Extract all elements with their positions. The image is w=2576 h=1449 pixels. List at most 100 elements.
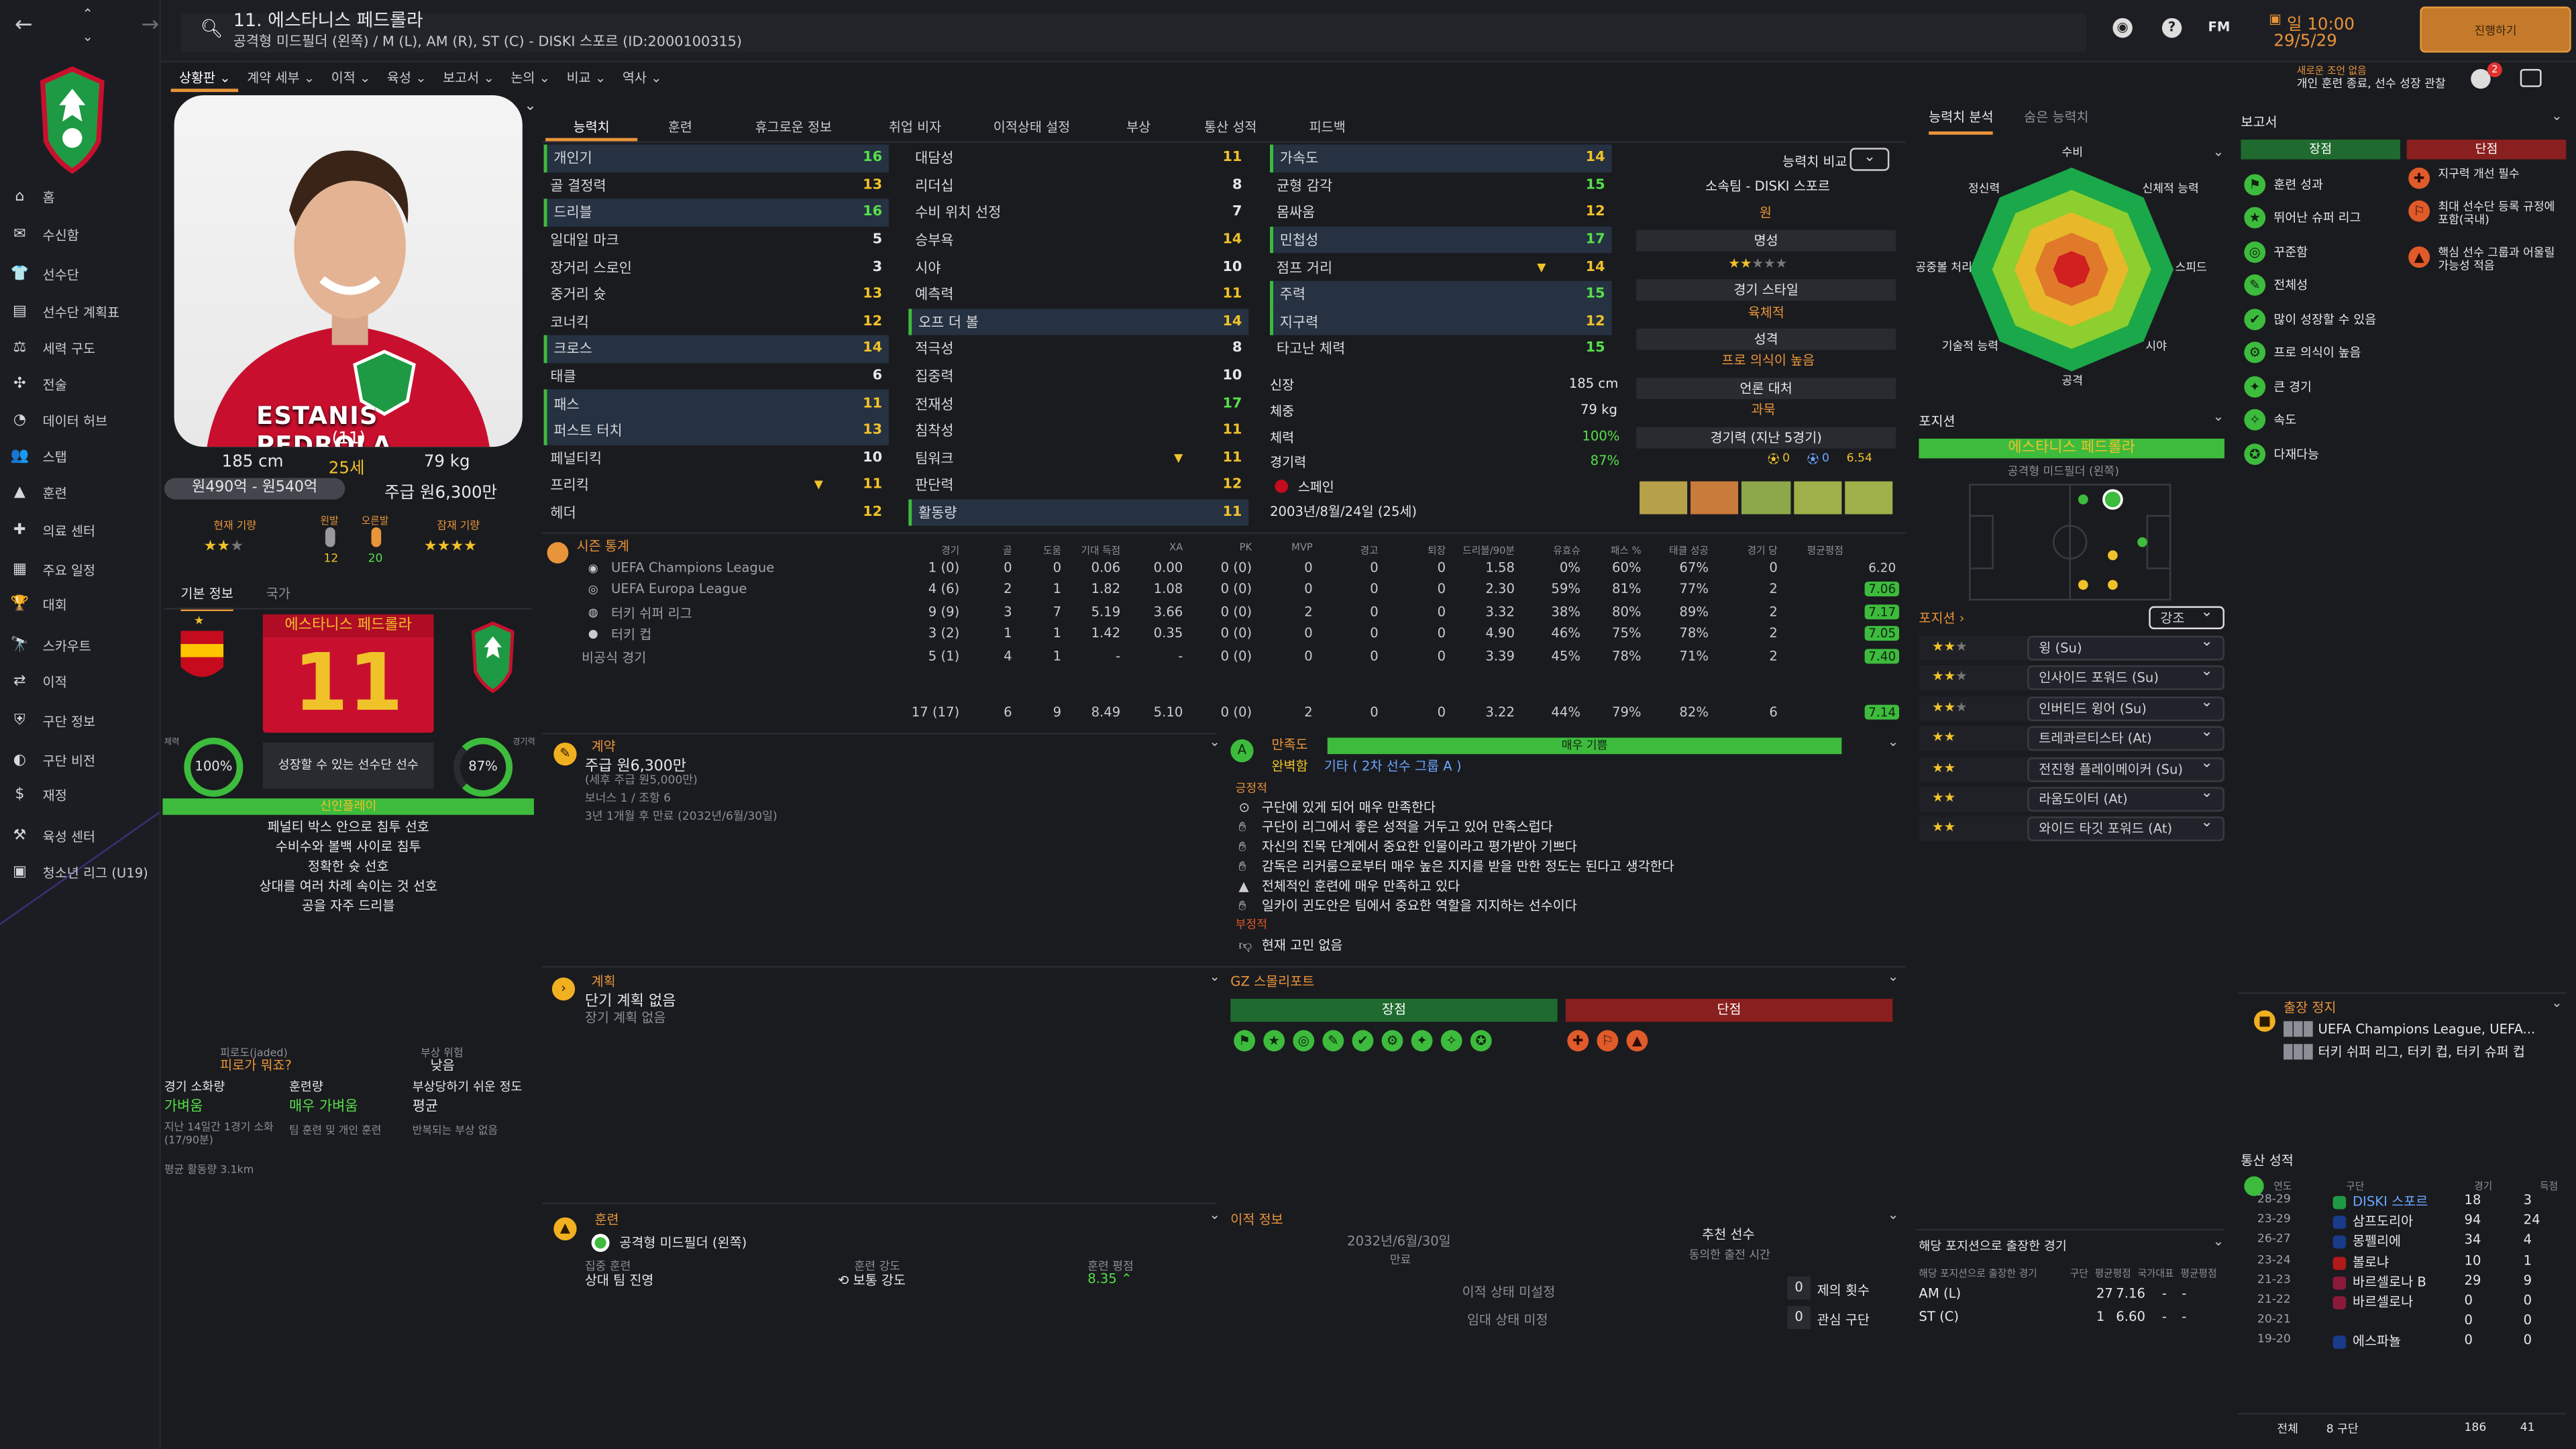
report-chevron-icon[interactable]: ⌄ bbox=[2551, 108, 2563, 123]
contract-title[interactable]: 계약 bbox=[591, 739, 616, 755]
photo-menu-chevron-icon[interactable]: ⌄ bbox=[524, 98, 537, 115]
sidebar-item-6[interactable]: ◔ 데이터 허브 bbox=[0, 404, 160, 437]
table-row[interactable]: 20-21 0 0 bbox=[2244, 1313, 2566, 1332]
scout-pro-icon-3[interactable]: ✎ bbox=[1322, 1030, 1344, 1052]
sidebar-item-11[interactable]: 🏆 대회 bbox=[0, 588, 160, 621]
role-dropdown[interactable]: 인사이드 포워드 (Su) bbox=[2027, 664, 2224, 691]
attr-row-mental-5[interactable]: 예측력 11 bbox=[908, 281, 1248, 309]
subtab-2[interactable]: 이적 ⌄ bbox=[331, 70, 371, 86]
scout-pro-icon-6[interactable]: ✦ bbox=[1411, 1030, 1433, 1052]
subtab-4[interactable]: 보고서 ⌄ bbox=[443, 70, 494, 86]
table-row[interactable]: 비공식 경기 5 (1) 4 1 - - 0 (0) 0 0 0 3.39 45% 78% 71% 2 7.4… bbox=[542, 648, 1906, 669]
suspension-chevron-icon[interactable]: ⌄ bbox=[2551, 996, 2563, 1011]
table-row[interactable]: ◎ UEFA Europa League 4 (6) 2 1 1.82 1.08 0 (0) 0… bbox=[542, 582, 1906, 604]
sidebar-item-4[interactable]: ⚖ 세력 구도 bbox=[0, 332, 160, 365]
table-row[interactable]: ● 터키 컵 3 (2) 1 1 1.42 0.35 0 (0) 0 0 0 4.90 46% 75% 78… bbox=[542, 626, 1906, 648]
role-dropdown[interactable]: 전진형 플레이메이커 (Su) bbox=[2027, 755, 2224, 782]
forward-arrow-icon[interactable]: → bbox=[141, 13, 160, 38]
table-row[interactable]: 21-22 바르셀로나 0 0 bbox=[2244, 1293, 2566, 1312]
role-row[interactable]: ★★ 와이드 타깃 포워드 (At) bbox=[1919, 816, 2224, 842]
sidebar-item-2[interactable]: 👕 선수단 bbox=[0, 258, 160, 290]
career-club[interactable]: 바르셀로나 B bbox=[2352, 1274, 2426, 1289]
attr-row-tech-5[interactable]: 중거리 슛 13 bbox=[544, 281, 889, 309]
table-row[interactable]: 23-24 볼로냐 10 1 bbox=[2244, 1253, 2566, 1273]
transfer-title[interactable]: 이적 정보 bbox=[1230, 1212, 1283, 1228]
sidebar-item-5[interactable]: ✣ 전술 bbox=[0, 368, 160, 401]
tab-nation[interactable]: 국가 bbox=[266, 586, 290, 602]
attr-row-tech-8[interactable]: 태클 6 bbox=[544, 363, 889, 390]
plans-title[interactable]: 계획 bbox=[591, 974, 616, 989]
attr-row-mental-3[interactable]: 승부욕 14 bbox=[908, 226, 1248, 254]
subtab-0[interactable]: 상황판 ⌄ bbox=[170, 66, 239, 93]
table-row[interactable]: 26-27 몽펠리에 34 4 bbox=[2244, 1233, 2566, 1252]
career-club[interactable]: DISKI 스포르 bbox=[2352, 1194, 2428, 1210]
strength-dropdown[interactable]: 강조 bbox=[2149, 604, 2224, 629]
pos-apps-chevron-icon[interactable]: ⌄ bbox=[2212, 1234, 2224, 1249]
continue-button[interactable]: 진행하기 bbox=[2420, 6, 2571, 53]
attr-row-tech-0[interactable]: 개인기 16 bbox=[543, 144, 889, 172]
attr-row-tech-2[interactable]: 드리블 16 bbox=[543, 199, 889, 227]
sidebar-item-12[interactable]: 🔭 스카우트 bbox=[0, 629, 160, 662]
scout-pro-icon-1[interactable]: ★ bbox=[1263, 1030, 1285, 1052]
scout-pro-icon-5[interactable]: ⚙ bbox=[1381, 1030, 1403, 1052]
scout-pro-icon-0[interactable]: ⚑ bbox=[1234, 1030, 1256, 1052]
sidebar-item-7[interactable]: 👥 스탭 bbox=[0, 440, 160, 473]
scout-con-icon-0[interactable]: ✚ bbox=[1567, 1030, 1589, 1052]
attr-row-mental-9[interactable]: 전재성 17 bbox=[908, 390, 1248, 417]
career-club[interactable]: 볼로냐 bbox=[2352, 1254, 2390, 1270]
scout-con-icon-2[interactable]: ▲ bbox=[1626, 1030, 1648, 1052]
sidebar-item-1[interactable]: ✉ 수신함 bbox=[0, 219, 160, 252]
table-row[interactable]: ◍ 터키 쉬퍼 리그 9 (9) 3 7 5.19 3.66 0 (0) 2 0 0 3.32 38% 8… bbox=[542, 604, 1906, 626]
attr-row-tech-6[interactable]: 코너킥 12 bbox=[544, 308, 889, 335]
attr-row-physical-2[interactable]: 몸싸움 12 bbox=[1270, 199, 1611, 227]
sidebar-item-17[interactable]: ⚒ 육성 센터 bbox=[0, 820, 160, 853]
attr-row-mental-10[interactable]: 침착성 11 bbox=[908, 417, 1248, 445]
attr-row-physical-5[interactable]: 주력 15 bbox=[1270, 280, 1612, 309]
sidebar-item-13[interactable]: ⇄ 이적 bbox=[0, 665, 160, 698]
role-row[interactable]: ★★ 전진형 플레이메이커 (Su) bbox=[1919, 755, 2224, 782]
scout-report-title[interactable]: GZ 스몰리포트 bbox=[1230, 974, 1315, 989]
attr-row-mental-12[interactable]: 판단력 12 bbox=[908, 472, 1248, 499]
sidebar-item-16[interactable]: $ 재정 bbox=[0, 779, 160, 812]
position-chevron-icon[interactable]: ⌄ bbox=[2212, 409, 2224, 424]
chevron-up-icon[interactable]: ⌃ bbox=[82, 6, 93, 21]
career-club[interactable]: 삼프도리아 bbox=[2352, 1214, 2414, 1230]
role-row[interactable]: ★★ 트레콰르티스타 (At) bbox=[1919, 724, 2224, 751]
role-row[interactable]: ★★★ 인버티드 윙어 (Su) bbox=[1919, 694, 2224, 721]
tab-1[interactable]: 훈련 bbox=[667, 119, 692, 135]
attr-row-mental-2[interactable]: 수비 위치 선정 7 bbox=[908, 199, 1248, 227]
sidebar-item-0[interactable]: ⌂ 홈 bbox=[0, 180, 160, 213]
sidebar-item-8[interactable]: ▲ 훈련 bbox=[0, 476, 160, 509]
attr-row-tech-10[interactable]: 퍼스트 터치 13 bbox=[543, 417, 889, 445]
attr-row-tech-7[interactable]: 크로스 14 bbox=[543, 335, 889, 363]
notification-icon[interactable] bbox=[2471, 68, 2491, 89]
sidebar-item-10[interactable]: ▦ 주요 일정 bbox=[0, 553, 160, 586]
attr-row-physical-0[interactable]: 가속도 14 bbox=[1270, 144, 1612, 172]
role-dropdown[interactable]: 인버티드 윙어 (Su) bbox=[2027, 694, 2224, 721]
attr-row-tech-12[interactable]: 프리킥 ▼ 11 bbox=[544, 472, 889, 499]
table-row[interactable]: 28-29 DISKI 스포르 18 3 bbox=[2244, 1193, 2566, 1212]
tab-5[interactable]: 부상 bbox=[1126, 119, 1151, 135]
tab-3[interactable]: 취업 비자 bbox=[888, 119, 942, 135]
career-club[interactable]: 몽펠리에 bbox=[2352, 1234, 2402, 1250]
scout-pro-icon-8[interactable]: ✪ bbox=[1470, 1030, 1492, 1052]
attr-row-mental-13[interactable]: 활동량 11 bbox=[908, 498, 1249, 527]
fm-logo[interactable]: FM bbox=[2208, 19, 2231, 35]
tab-attribute-analysis[interactable]: 능력치 분석 bbox=[1929, 109, 1994, 135]
training-title[interactable]: 훈련 bbox=[594, 1212, 619, 1228]
role-dropdown[interactable]: 윙 (Su) bbox=[2027, 634, 2224, 661]
subtab-6[interactable]: 비교 ⌄ bbox=[566, 70, 606, 86]
transfer-chevron-icon[interactable]: ⌄ bbox=[1887, 1208, 1899, 1223]
sidebar-item-3[interactable]: ▤ 선수단 계획표 bbox=[0, 296, 160, 329]
tab-hidden-attributes[interactable]: 숨은 능력치 bbox=[2024, 110, 2089, 125]
attr-row-physical-4[interactable]: 점프 거리 ▼ 14 bbox=[1270, 254, 1611, 281]
role-dropdown[interactable]: 트레콰르티스타 (At) bbox=[2027, 724, 2224, 751]
attr-row-tech-3[interactable]: 일대일 마크 5 bbox=[544, 226, 889, 254]
roles-title[interactable]: 포지션 › bbox=[1919, 611, 1965, 627]
attr-row-tech-1[interactable]: 골 결정력 13 bbox=[544, 172, 889, 199]
help-icon[interactable]: ? bbox=[2161, 17, 2182, 38]
subtab-3[interactable]: 육성 ⌄ bbox=[386, 70, 427, 86]
attr-row-physical-3[interactable]: 민첩성 17 bbox=[1270, 226, 1612, 254]
attr-row-mental-1[interactable]: 리더십 8 bbox=[908, 172, 1248, 199]
attr-row-mental-7[interactable]: 적극성 8 bbox=[908, 335, 1248, 363]
